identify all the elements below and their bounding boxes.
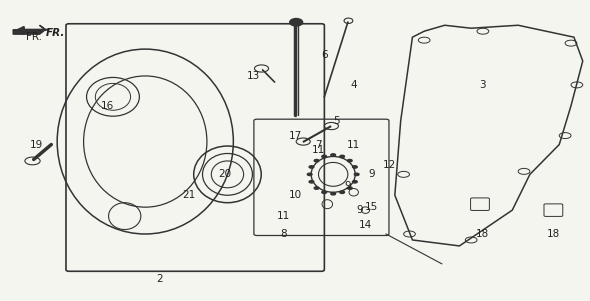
Circle shape: [352, 181, 357, 183]
Circle shape: [348, 187, 352, 189]
Circle shape: [340, 191, 345, 194]
Text: 20: 20: [218, 169, 231, 179]
Text: 2: 2: [156, 274, 163, 284]
Text: 14: 14: [359, 220, 372, 230]
Text: 15: 15: [365, 202, 378, 212]
Text: 21: 21: [183, 190, 196, 200]
Circle shape: [331, 193, 336, 195]
Text: 9: 9: [368, 169, 375, 179]
Text: 11: 11: [312, 145, 325, 156]
Text: FR.: FR.: [26, 32, 42, 42]
Circle shape: [314, 160, 319, 162]
Text: 10: 10: [289, 190, 301, 200]
Circle shape: [331, 154, 336, 156]
Circle shape: [322, 191, 326, 194]
Circle shape: [307, 173, 312, 175]
Text: 8: 8: [280, 229, 287, 239]
Text: 6: 6: [321, 50, 327, 60]
Text: 11: 11: [347, 140, 360, 150]
Text: 5: 5: [333, 116, 339, 126]
Text: 7: 7: [315, 140, 322, 150]
Circle shape: [309, 181, 314, 183]
Ellipse shape: [290, 19, 303, 26]
Text: FR.: FR.: [45, 28, 65, 38]
Text: 19: 19: [30, 140, 43, 150]
Polygon shape: [13, 25, 45, 34]
Text: 9: 9: [356, 205, 363, 215]
Text: 18: 18: [476, 229, 490, 239]
Text: 9: 9: [345, 181, 351, 191]
Text: 16: 16: [100, 101, 114, 111]
Text: 18: 18: [547, 229, 560, 239]
Circle shape: [348, 160, 352, 162]
Text: 17: 17: [289, 131, 301, 141]
Circle shape: [340, 155, 345, 158]
Circle shape: [352, 166, 357, 168]
Text: 12: 12: [382, 160, 395, 170]
Text: 13: 13: [247, 71, 261, 81]
Circle shape: [314, 187, 319, 189]
Circle shape: [355, 173, 359, 175]
Text: 11: 11: [277, 211, 290, 221]
Text: 3: 3: [480, 80, 486, 90]
Circle shape: [309, 166, 314, 168]
Text: 4: 4: [350, 80, 357, 90]
Circle shape: [322, 155, 326, 158]
